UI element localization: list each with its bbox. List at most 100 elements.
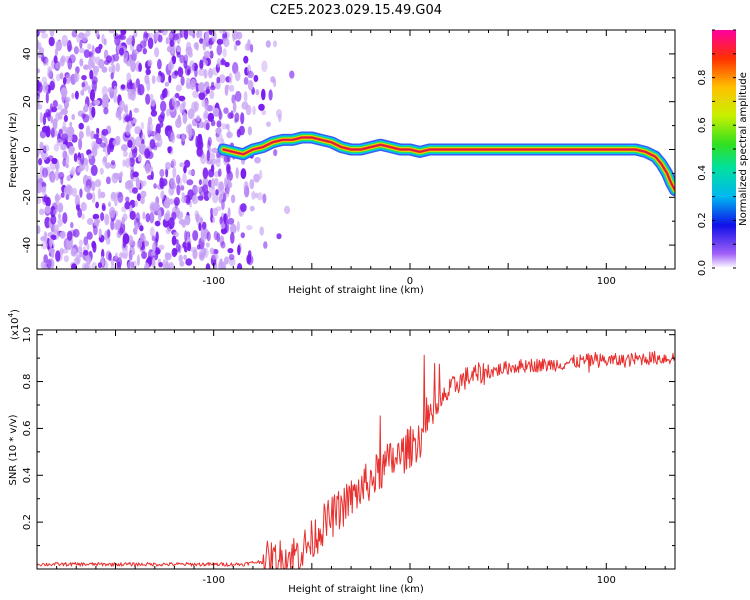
noise-blob [85,163,89,172]
noise-blob [196,244,201,250]
noise-blob [182,112,188,125]
noise-blob [80,89,85,96]
noise-blob [110,258,115,266]
noise-blob [37,50,42,59]
noise-blob [211,147,218,154]
noise-blob [179,162,185,168]
noise-blob [41,241,48,250]
noise-blob [192,230,199,241]
noise-blob [54,169,60,181]
noise-blob [253,173,260,183]
noise-blob [122,253,128,259]
noise-blob [101,202,106,209]
noise-blob [223,213,229,225]
noise-blob [83,49,90,58]
noise-blob [50,214,57,225]
noise-blob [154,47,160,58]
noise-blob [167,61,173,71]
noise-blob [71,134,78,143]
noise-blob [205,263,211,269]
noise-blob [57,213,62,220]
noise-blob [251,190,256,200]
noise-blob [195,135,199,148]
noise-blob [53,208,58,215]
noise-blob [241,101,249,110]
noise-blob [240,203,247,213]
noise-blob [167,146,172,154]
noise-blob [59,72,64,80]
noise-blob [123,51,129,61]
noise-blob [91,240,96,249]
noise-blob [140,196,145,205]
noise-blob [230,194,236,204]
noise-blob [91,180,96,192]
noise-blob [119,221,126,234]
noise-blob [249,205,255,212]
noise-blob [161,30,168,36]
noise-blob [92,213,100,220]
noise-blob [77,245,83,255]
noise-blob [125,123,131,136]
noise-blob [76,204,80,211]
noise-blob [50,127,55,138]
noise-blob [144,163,151,174]
noise-blob [55,193,60,204]
noise-blob [224,61,230,68]
noise-blob [71,187,77,197]
noise-blob [62,212,68,224]
noise-blob [247,126,252,136]
noise-blob [121,144,128,152]
noise-blob [202,167,209,179]
noise-blob [165,161,171,171]
noise-blob [162,263,170,269]
noise-blob [91,61,95,69]
noise-blob [233,44,238,51]
noise-blob [155,231,159,243]
noise-blob [220,227,228,235]
noise-blob [81,262,87,269]
noise-blob [115,219,121,231]
noise-blob [60,143,67,151]
noise-blob [37,42,42,51]
noise-blob [119,47,125,56]
noise-blob [172,166,177,179]
noise-blob [187,169,195,176]
noise-blob [51,106,58,113]
noise-blob [210,164,215,173]
noise-blob [149,93,154,101]
noise-blob [203,190,210,202]
noise-blob [263,241,268,249]
noise-blob [198,82,205,93]
noise-blob [130,169,135,180]
noise-blob [101,128,109,136]
noise-blob [125,196,130,203]
noise-blob [234,112,240,123]
noise-blob [190,246,198,253]
noise-blob [222,30,226,35]
spectrogram-x-label: Height of straight line (km) [288,285,424,296]
noise-blob [86,243,90,251]
noise-blob [57,202,64,213]
noise-blob [65,194,70,200]
noise-blob [169,40,175,47]
noise-blob [45,91,49,104]
noise-blob [120,84,126,90]
noise-blob [192,90,199,99]
noise-blob [50,115,54,124]
noise-blob [73,46,79,55]
noise-blob [185,258,193,266]
noise-blob [67,57,73,70]
colorbar-tick-label: 0.4 [697,165,708,181]
noise-blob [139,40,147,49]
noise-blob [71,114,75,120]
noise-blob [170,158,177,168]
noise-blob [110,72,114,80]
noise-blob [39,30,46,34]
noise-blob [136,193,142,202]
noise-blob [157,58,162,70]
noise-blob [227,207,231,219]
noise-blob [188,30,195,36]
noise-blob [153,183,157,189]
noise-blob [261,88,266,101]
noise-blob [77,208,83,218]
